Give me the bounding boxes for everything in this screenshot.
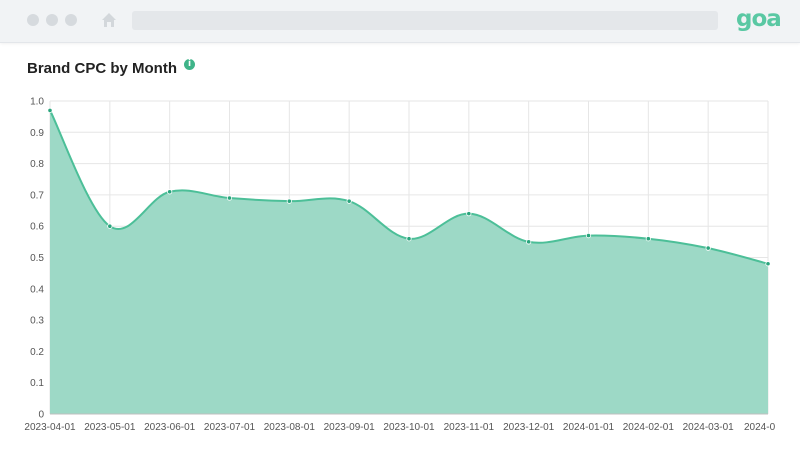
x-tick-label: 2023-10-01	[383, 422, 435, 433]
data-point	[466, 211, 472, 217]
y-tick-label: 0.3	[30, 316, 44, 327]
chart-area-series	[49, 109, 769, 414]
y-tick-label: 0.4	[30, 284, 44, 295]
x-axis-ticks: 2023-04-01 2023-05-01 2023-06-01 2023-07-01…	[24, 422, 775, 433]
goa-logo: goa	[736, 6, 782, 32]
x-tick-label: 2024-01-01	[563, 422, 615, 433]
address-bar[interactable]	[132, 11, 718, 30]
x-tick-label: 2023-06-01	[144, 422, 196, 433]
browser-toolbar: goa	[0, 0, 800, 43]
data-point	[47, 107, 53, 113]
data-point	[226, 195, 233, 201]
data-point	[645, 236, 651, 242]
data-point	[286, 198, 292, 204]
data-point	[585, 232, 592, 239]
x-tick-label: 2023-09-01	[324, 422, 376, 433]
y-tick-label: 0.2	[30, 347, 44, 358]
data-point	[167, 189, 173, 195]
x-tick-label: 2023-07-01	[204, 422, 256, 433]
data-point	[406, 236, 412, 242]
data-point	[705, 245, 711, 251]
y-tick-label: 0.9	[30, 128, 44, 139]
data-point	[346, 198, 352, 204]
chart-header: Brand CPC by Month i	[27, 58, 195, 78]
y-tick-label: 0.7	[30, 190, 44, 201]
x-tick-label: 2024-03-01	[683, 422, 735, 433]
data-point	[107, 223, 113, 229]
home-icon[interactable]	[100, 11, 118, 29]
y-tick-label: 0	[38, 410, 44, 421]
x-tick-label: 2023-11-01	[444, 422, 495, 433]
data-point	[765, 261, 771, 267]
y-axis-ticks: 0 0.1 0.2 0.3 0.4 0.5 0.6 0.7 0.8 0.9 1.0	[30, 97, 768, 421]
info-icon[interactable]: i	[184, 58, 195, 70]
y-tick-label: 0.5	[30, 253, 44, 264]
y-tick-label: 0.6	[30, 222, 44, 233]
x-tick-label: 2023-04-01	[24, 422, 76, 433]
window-dot-maximize[interactable]	[65, 14, 77, 26]
chart-title: Brand CPC by Month	[27, 59, 177, 77]
series-line	[49, 109, 769, 265]
area-fill	[50, 110, 768, 414]
x-tick-label: 2023-08-01	[264, 422, 316, 433]
y-tick-label: 0.8	[30, 159, 44, 170]
y-tick-label: 0.1	[30, 378, 44, 389]
y-tick-label: 1.0	[30, 97, 44, 108]
x-tick-label: 2024-02-01	[623, 422, 675, 433]
data-point	[526, 239, 532, 245]
chart-points	[47, 107, 771, 267]
x-tick-label: 2024-0	[744, 422, 776, 433]
x-tick-label: 2023-12-01	[503, 422, 555, 433]
window-dot-close[interactable]	[27, 14, 39, 26]
window-dot-minimize[interactable]	[46, 14, 58, 26]
x-tick-label: 2023-05-01	[84, 422, 136, 433]
